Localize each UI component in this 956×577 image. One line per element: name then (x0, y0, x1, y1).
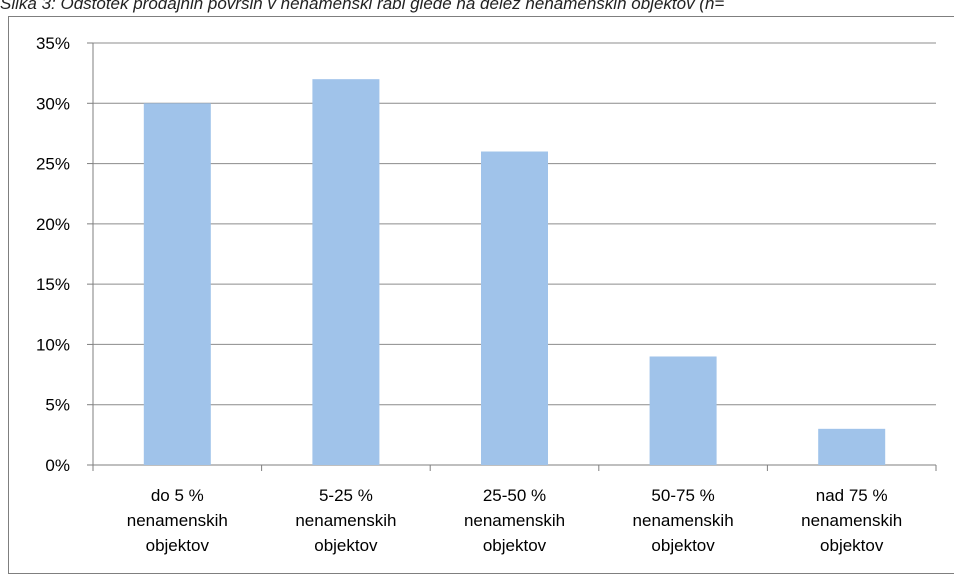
bar (143, 103, 211, 466)
x-category-label: nenamenskih (633, 511, 734, 530)
bar (649, 356, 717, 465)
x-category-label: objektov (314, 536, 378, 555)
y-tick-label: 10% (36, 335, 70, 354)
x-category-label: objektov (651, 536, 715, 555)
y-tick-label: 20% (36, 215, 70, 234)
x-category-label: 50-75 % (651, 486, 714, 505)
x-category-label: 25-50 % (483, 486, 546, 505)
y-tick-label: 5% (45, 396, 70, 415)
x-category-labels: do 5 % nenamenskih objektov 5-25 % nenamensk… (127, 486, 903, 555)
chart-frame (8, 16, 954, 574)
x-category-label: nenamenskih (801, 511, 902, 530)
x-category-label: 5-25 % (319, 486, 373, 505)
x-category-label: do 5 % (151, 486, 204, 505)
x-category-label: nad 75 % (816, 486, 888, 505)
y-tick-labels: 0% 5% 10% 15% 20% 25% 30% 35% (36, 34, 70, 475)
bars (143, 79, 886, 466)
x-category-label: nenamenskih (464, 511, 565, 530)
bar (818, 428, 886, 465)
y-tick-label: 30% (36, 94, 70, 113)
x-category-label: nenamenskih (295, 511, 396, 530)
y-tick-label: 15% (36, 275, 70, 294)
y-tick-label: 0% (45, 456, 70, 475)
bar (481, 151, 548, 465)
x-category-label: objektov (820, 536, 884, 555)
x-category-label: nenamenskih (127, 511, 228, 530)
chart-title-cropped: Slika 3: Odstotek prodajnih površin v ne… (0, 0, 725, 13)
x-category-label: objektov (146, 536, 210, 555)
bar (312, 79, 380, 466)
x-category-label: objektov (483, 536, 547, 555)
y-tick-label: 35% (36, 34, 70, 53)
y-tick-label: 25% (36, 155, 70, 174)
